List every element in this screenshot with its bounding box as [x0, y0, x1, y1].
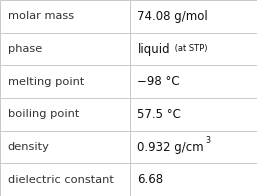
Text: phase: phase	[8, 44, 42, 54]
Text: boiling point: boiling point	[8, 109, 79, 119]
Text: 3: 3	[205, 136, 210, 145]
Text: 57.5 °C: 57.5 °C	[137, 108, 181, 121]
Text: 0.932 g/cm: 0.932 g/cm	[137, 141, 204, 153]
Text: melting point: melting point	[8, 77, 84, 87]
Text: 74.08 g/mol: 74.08 g/mol	[137, 10, 208, 23]
Text: density: density	[8, 142, 50, 152]
Text: molar mass: molar mass	[8, 11, 74, 21]
Text: dielectric constant: dielectric constant	[8, 175, 114, 185]
Text: 6.68: 6.68	[137, 173, 164, 186]
Text: −98 °C: −98 °C	[137, 75, 180, 88]
Text: liquid: liquid	[137, 43, 170, 55]
Text: (at STP): (at STP)	[172, 44, 208, 54]
